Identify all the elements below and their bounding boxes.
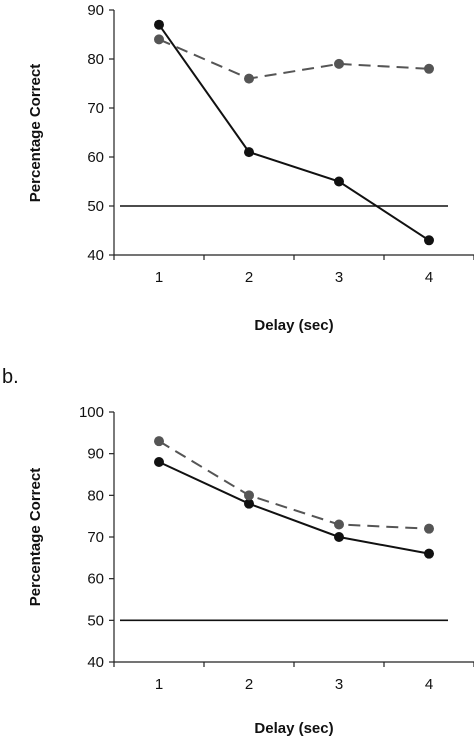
panel2-series-2-point-2 — [244, 490, 254, 501]
panel1-series-1-line — [158, 24, 430, 242]
panel2-y-tick-label-80: 80 — [87, 487, 104, 504]
panel2-series-2-point-3 — [334, 519, 344, 530]
panel2-y-tick-label-40: 40 — [87, 654, 104, 671]
panel2-y-axis-title: Percentage Correct — [27, 468, 44, 606]
panel1-y-tick-label-90: 90 — [87, 2, 104, 19]
panel2-series-2-point-1 — [154, 436, 164, 447]
panel1-x-axis-title: Delay (sec) — [254, 317, 333, 334]
panel2-series-1-point-4 — [424, 548, 434, 559]
panel2-x-tick-label-3: 3 — [335, 676, 343, 693]
panel1-y-tick-label-40: 40 — [87, 247, 104, 264]
panel2-x-tick-label-1: 1 — [155, 676, 163, 693]
panel1-x-tick-label-2: 2 — [245, 269, 253, 286]
panel2-series-2-line — [158, 440, 430, 530]
panel1-series-2-point-2 — [244, 73, 254, 84]
panel2-series-1-point-1 — [154, 457, 164, 467]
panel2-y-tick-label-60: 60 — [87, 571, 104, 588]
panel2-series-1-point-2 — [244, 498, 254, 509]
panel1-series-2-point-4 — [424, 63, 434, 74]
panel2-y-tick-label-100: 100 — [79, 404, 104, 421]
panel1-x-tick-label-4: 4 — [425, 269, 433, 286]
panel1-y-axis-title: Percentage Correct — [27, 64, 44, 202]
panel1-series-1-point-4 — [424, 235, 434, 246]
panel2-x-axis-title: Delay (sec) — [254, 720, 333, 737]
panel1-x-tick-label-1: 1 — [155, 269, 163, 286]
panel2-y-tick-label-50: 50 — [87, 612, 104, 629]
panel1-series-2-point-1 — [154, 34, 164, 45]
panel2-series-2-point-4 — [424, 523, 434, 534]
panel2-panel-label: b. — [2, 366, 19, 388]
panel1-series-2-point-3 — [334, 58, 344, 69]
panel1-y-tick-label-60: 60 — [87, 149, 104, 166]
panel2-series-1-line — [158, 461, 430, 555]
panel1-y-tick-label-50: 50 — [87, 198, 104, 215]
panel2-x-tick-label-2: 2 — [245, 676, 253, 693]
panel1-y-tick-label-70: 70 — [87, 100, 104, 117]
panel2-series-1-point-3 — [334, 532, 344, 542]
panel2-y-tick-label-90: 90 — [87, 446, 104, 463]
panel1-series-1-point-2 — [244, 147, 254, 158]
panel2-y-tick-label-70: 70 — [87, 529, 104, 546]
panel1-y-tick-label-80: 80 — [87, 51, 104, 68]
panel1-x-tick-label-3: 3 — [335, 269, 343, 286]
panel1-series-2-line — [158, 38, 430, 80]
panel2-x-tick-label-4: 4 — [425, 676, 433, 693]
panel1-series-1-point-1 — [154, 19, 164, 30]
panel1-series-1-point-3 — [334, 176, 344, 187]
